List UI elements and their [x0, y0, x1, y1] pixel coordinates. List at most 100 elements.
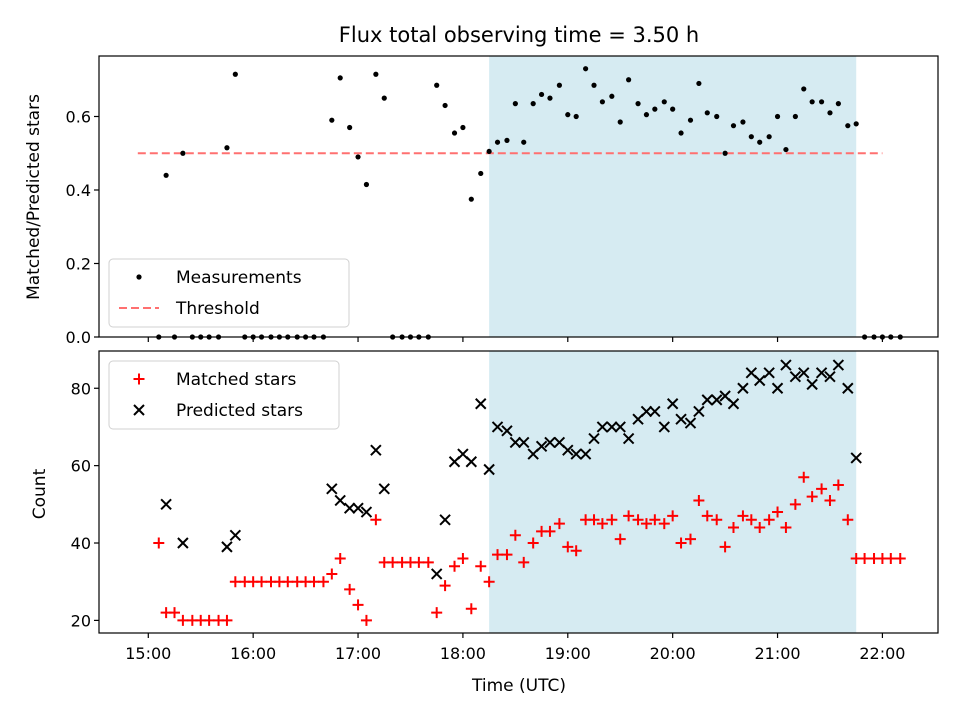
- data-point: [704, 110, 710, 116]
- data-point: [596, 421, 609, 433]
- data-point: [894, 552, 906, 564]
- legend-label: Measurements: [176, 268, 302, 288]
- data-point: [617, 119, 623, 125]
- data-point: [360, 614, 372, 626]
- data-point: [649, 405, 661, 418]
- legend-swatch: [133, 373, 145, 385]
- data-point: [623, 510, 635, 522]
- data-point: [509, 436, 522, 449]
- data-point: [609, 93, 615, 99]
- x-axis-label: Time (UTC): [471, 676, 566, 696]
- data-point: [675, 537, 687, 549]
- data-point: [570, 448, 582, 460]
- data-point: [579, 448, 592, 460]
- data-point: [387, 556, 399, 568]
- data-point: [845, 123, 851, 129]
- bottom-panel: 20 40 60 80 15:00 16:00 17:00 18:00 19:00 20:00 2…: [71, 350, 939, 663]
- top-y-axis-label: Matched/Predicted stars: [24, 94, 44, 300]
- data-point: [565, 112, 571, 118]
- data-point: [439, 514, 451, 526]
- y-tick-label: 20: [71, 611, 91, 630]
- data-point: [693, 405, 705, 418]
- data-point: [457, 552, 469, 564]
- data-point: [772, 506, 784, 518]
- data-point: [806, 491, 818, 503]
- data-point: [483, 576, 495, 588]
- data-point: [850, 452, 862, 464]
- top-plot-frame: [98, 55, 939, 338]
- data-point: [596, 518, 608, 530]
- y-tick-label: 80: [71, 379, 91, 398]
- data-point: [562, 444, 574, 456]
- data-point: [684, 417, 697, 429]
- data-point: [766, 134, 772, 140]
- data-point: [885, 552, 897, 564]
- observing-window-shade: [489, 56, 857, 337]
- data-point: [661, 99, 667, 105]
- data-point: [326, 568, 338, 580]
- data-point: [722, 150, 728, 156]
- legend-swatch: [136, 274, 142, 280]
- data-point: [842, 514, 854, 526]
- data-point: [344, 583, 356, 595]
- legend-label: Predicted stars: [176, 401, 303, 421]
- data-point: [478, 170, 484, 177]
- y-tick-label: 0.4: [66, 181, 91, 200]
- data-point: [177, 537, 189, 549]
- data-point: [789, 370, 802, 383]
- data-point: [798, 367, 810, 379]
- x-tick-label: 15:00: [125, 644, 171, 663]
- data-point: [562, 541, 574, 553]
- data-point: [696, 80, 702, 87]
- data-point: [334, 552, 346, 564]
- data-point: [599, 99, 606, 105]
- data-point: [343, 502, 356, 514]
- bottom-y-axis-label: Count: [30, 468, 50, 519]
- data-point: [626, 77, 632, 83]
- data-point: [413, 556, 425, 568]
- data-point: [835, 101, 841, 107]
- data-point: [535, 440, 548, 452]
- x-tick-label: 22:00: [859, 644, 905, 663]
- data-point: [360, 506, 373, 518]
- data-point: [221, 614, 233, 626]
- data-point: [538, 91, 545, 98]
- data-point: [224, 145, 230, 151]
- data-point: [530, 101, 536, 107]
- data-point: [693, 494, 705, 506]
- data-point: [678, 130, 684, 136]
- legend-label: Threshold: [175, 299, 260, 319]
- data-point: [434, 82, 440, 88]
- data-point: [740, 119, 746, 125]
- data-point: [451, 130, 458, 136]
- legend-box: [108, 360, 340, 430]
- data-point: [809, 99, 815, 105]
- data-point: [842, 382, 854, 394]
- data-point: [763, 367, 775, 379]
- data-point: [334, 494, 346, 507]
- data-point: [494, 139, 501, 145]
- data-point: [771, 382, 784, 394]
- data-point: [832, 479, 844, 491]
- data-point: [491, 421, 504, 433]
- data-point: [801, 86, 807, 92]
- data-point: [754, 374, 766, 387]
- data-point: [501, 425, 513, 437]
- data-point: [588, 432, 600, 445]
- y-tick-label: 0.2: [66, 254, 91, 273]
- data-point: [832, 359, 845, 371]
- data-point: [632, 514, 644, 526]
- data-point: [553, 518, 565, 530]
- y-tick-label: 0.6: [66, 107, 91, 126]
- data-point: [465, 456, 478, 468]
- data-point: [666, 398, 679, 410]
- data-point: [509, 529, 521, 541]
- data-point: [763, 514, 775, 526]
- data-point: [475, 560, 487, 572]
- data-point: [308, 576, 320, 588]
- data-point: [684, 533, 696, 545]
- data-point: [658, 421, 670, 433]
- data-point: [853, 121, 859, 127]
- data-point: [606, 514, 618, 526]
- data-point: [442, 102, 448, 109]
